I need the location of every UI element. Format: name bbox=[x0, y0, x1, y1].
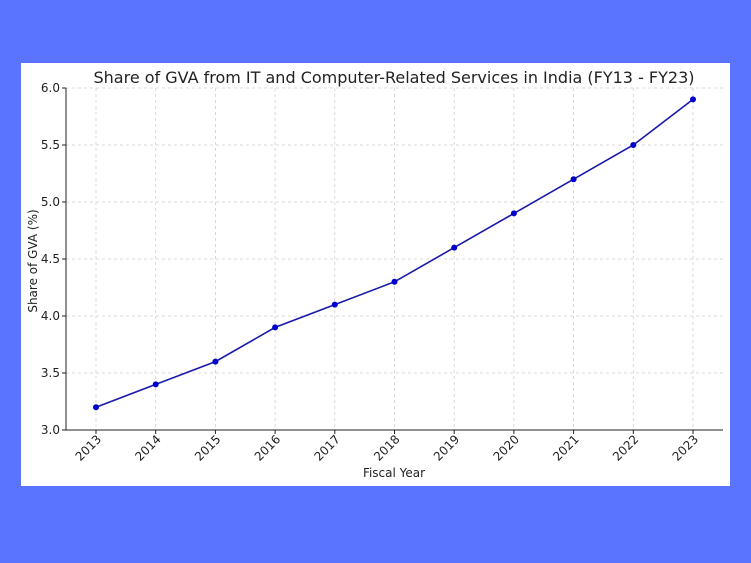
data-point bbox=[212, 358, 219, 365]
data-point bbox=[630, 142, 637, 148]
data-point bbox=[272, 324, 279, 331]
x-tick-label: 2019 bbox=[431, 432, 462, 463]
data-point bbox=[331, 301, 338, 308]
data-point bbox=[510, 210, 517, 217]
x-tick-label: 2018 bbox=[371, 432, 402, 463]
x-tick-label: 2023 bbox=[670, 432, 701, 463]
x-tick-label: 2014 bbox=[132, 432, 163, 463]
x-tick-label: 2016 bbox=[252, 432, 283, 463]
x-tick-label: 2015 bbox=[192, 432, 223, 463]
data-point bbox=[93, 404, 99, 411]
x-tick-label: 2020 bbox=[491, 432, 522, 463]
y-tick-label: 5.5 bbox=[41, 138, 60, 152]
y-tick-label: 4.0 bbox=[41, 309, 60, 323]
series-line bbox=[95, 98, 694, 408]
chart-title: Share of GVA from IT and Computer-Relate… bbox=[93, 68, 694, 87]
x-tick-label: 2021 bbox=[550, 432, 581, 463]
data-point bbox=[690, 96, 696, 103]
y-tick-label: 6.0 bbox=[41, 81, 60, 95]
x-axis-label: Fiscal Year bbox=[363, 466, 425, 480]
y-axis-label: Share of GVA (%) bbox=[26, 209, 40, 312]
x-tick-label: 2017 bbox=[311, 432, 342, 463]
x-tick-labels: 2013 2014 2015 2016 2017 2018 2019 2020 2021 2022… bbox=[73, 432, 701, 463]
axes-layer bbox=[62, 87, 723, 434]
data-point bbox=[451, 244, 458, 251]
chart-panel bbox=[21, 63, 730, 486]
data-point bbox=[152, 381, 159, 388]
y-tick-label: 3.5 bbox=[41, 366, 60, 380]
y-tick-label: 4.5 bbox=[41, 252, 60, 266]
data-point bbox=[570, 176, 577, 183]
y-tick-label: 3.0 bbox=[41, 423, 60, 437]
y-tick-labels: 3.0 3.5 4.0 4.5 5.0 5.5 6.0 bbox=[41, 81, 60, 437]
data-point bbox=[391, 278, 398, 285]
x-tick-label: 2022 bbox=[610, 432, 641, 463]
x-tick-label: 2013 bbox=[73, 432, 104, 463]
y-tick-label: 5.0 bbox=[41, 195, 60, 209]
grid-layer bbox=[66, 87, 723, 431]
series-layer bbox=[93, 96, 696, 411]
